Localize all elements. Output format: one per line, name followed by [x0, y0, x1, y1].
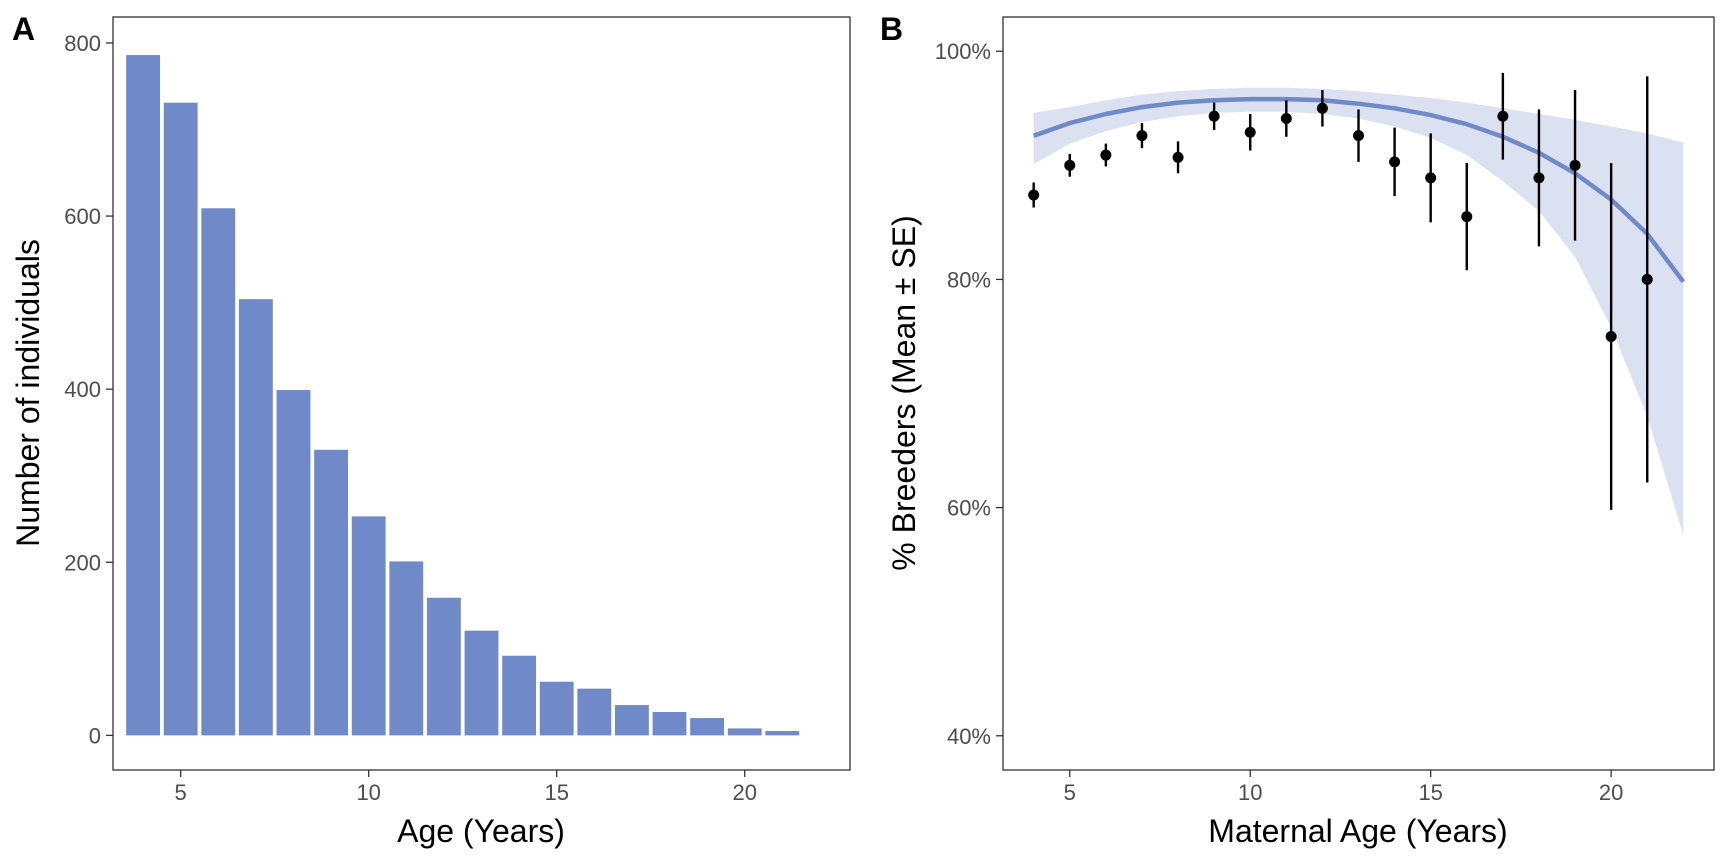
point-age-8	[1172, 151, 1184, 163]
point-age-17	[1497, 110, 1509, 122]
bar-age-4	[126, 55, 161, 736]
point-age-12	[1316, 102, 1328, 114]
x-tick-label-20: 20	[1599, 780, 1623, 805]
y-tick-label-1: 100%	[935, 39, 991, 64]
point-age-9	[1208, 110, 1220, 122]
bar-age-17	[614, 705, 649, 736]
bar-age-21	[765, 731, 800, 736]
panel-a-y-axis-title: Number of individuals	[10, 239, 46, 547]
bar-age-13	[464, 630, 499, 736]
panel-b-letter: B	[880, 11, 903, 47]
point-age-18	[1533, 172, 1545, 184]
point-age-21	[1641, 273, 1653, 285]
bar-age-16	[577, 688, 612, 736]
point-age-13	[1353, 130, 1364, 142]
point-age-16	[1461, 211, 1473, 223]
bar-age-6	[201, 208, 236, 736]
bar-age-8	[276, 390, 311, 736]
bar-age-14	[502, 655, 537, 736]
y-tick-label-800: 800	[64, 31, 101, 56]
bar-age-5	[163, 102, 198, 736]
point-age-20	[1605, 330, 1617, 342]
panel-a: A 5 10 15 20 0 200 400 600 800 Age (Years) Numb…	[10, 11, 851, 849]
panel-b: B 5 10 15 20 40% 60% 80% 100% Maternal Age (Ye…	[880, 11, 1715, 849]
panel-a-x-axis: 5 10 15 20	[175, 770, 757, 805]
y-tick-label-0: 0	[89, 723, 101, 748]
point-age-4	[1028, 189, 1040, 201]
y-tick-label-600: 600	[64, 204, 101, 229]
y-tick-label-0.6: 60%	[947, 496, 991, 521]
point-age-10	[1244, 126, 1256, 138]
panel-a-frame	[112, 16, 851, 771]
panel-a-y-axis: 0 200 400 600 800	[64, 31, 113, 748]
point-age-6	[1100, 149, 1112, 161]
panel-b-confidence-ribbon	[1033, 87, 1684, 535]
x-tick-label-10: 10	[1238, 780, 1262, 805]
panel-b-frame	[1002, 16, 1715, 771]
x-tick-label-20: 20	[732, 780, 756, 805]
bar-age-9	[314, 449, 349, 736]
bar-age-15	[539, 681, 574, 736]
x-tick-label-5: 5	[175, 780, 187, 805]
panel-b-x-axis: 5 10 15 20	[1064, 770, 1623, 805]
panel-a-letter: A	[12, 11, 35, 47]
point-age-14	[1389, 156, 1401, 168]
point-age-15	[1425, 172, 1437, 184]
panel-b-points	[1028, 102, 1653, 342]
bar-age-19	[690, 718, 725, 736]
x-tick-label-15: 15	[1418, 780, 1442, 805]
bar-age-18	[652, 712, 687, 736]
point-age-19	[1569, 159, 1581, 171]
y-tick-label-400: 400	[64, 377, 101, 402]
bar-age-12	[426, 597, 461, 736]
confidence-ribbon	[1033, 87, 1684, 535]
y-tick-label-200: 200	[64, 550, 101, 575]
panel-a-x-axis-title: Age (Years)	[397, 813, 565, 849]
panel-b-y-axis: 40% 60% 80% 100%	[935, 39, 1003, 749]
bar-age-20	[727, 728, 762, 736]
point-age-7	[1136, 130, 1148, 142]
point-age-11	[1280, 113, 1292, 125]
panel-b-x-axis-title: Maternal Age (Years)	[1208, 813, 1507, 849]
bar-age-10	[351, 516, 386, 736]
panel-a-bars	[126, 55, 800, 736]
panel-b-y-axis-title: % Breeders (Mean ± SE)	[886, 215, 922, 570]
x-tick-label-5: 5	[1064, 780, 1076, 805]
bar-age-7	[238, 299, 273, 736]
x-tick-label-15: 15	[544, 780, 568, 805]
bar-age-11	[389, 561, 424, 736]
x-tick-label-10: 10	[356, 780, 380, 805]
y-tick-label-0.4: 40%	[947, 724, 991, 749]
point-age-5	[1064, 159, 1076, 171]
y-tick-label-0.8: 80%	[947, 267, 991, 292]
